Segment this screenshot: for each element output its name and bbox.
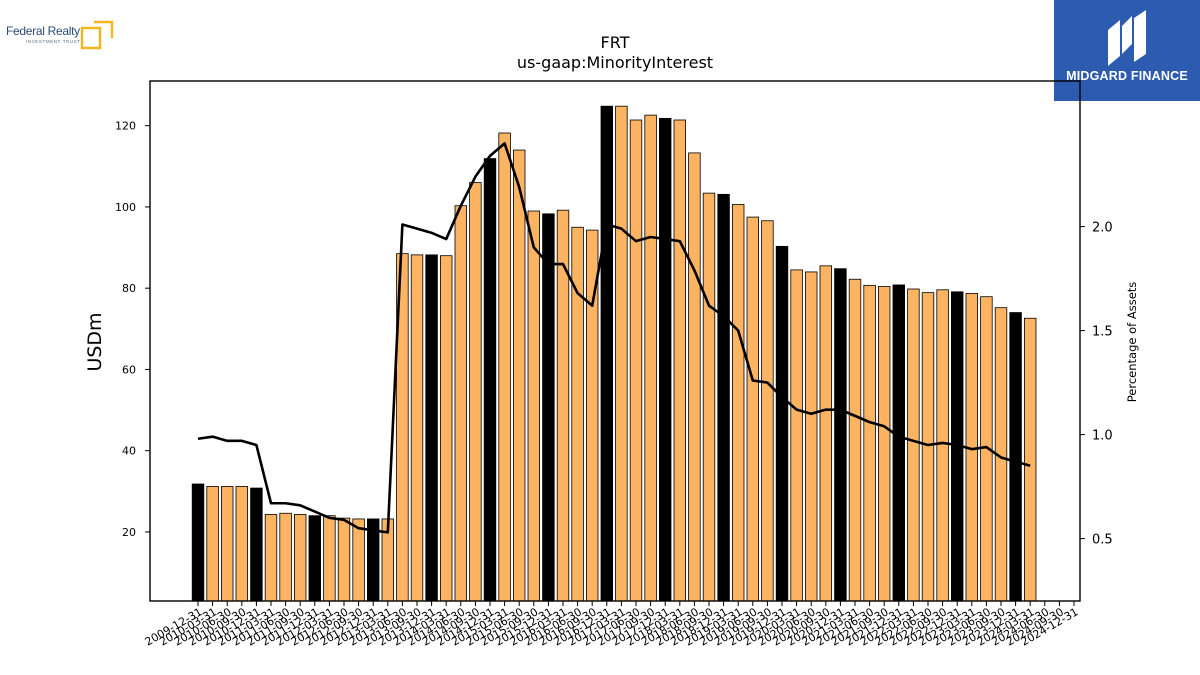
bar-2020-09-30: [819, 265, 833, 602]
bar-2021-03-31: [848, 278, 862, 602]
bar-2014-12-31: [483, 158, 497, 602]
y-tick-label: 100: [115, 201, 136, 214]
percentage-of-assets-line: [197, 142, 1031, 534]
federal-realty-logo-name: Federal Realty: [6, 24, 80, 38]
bar-2018-12-31: [717, 193, 730, 602]
chart-subtitle: us-gaap:MinorityInterest: [517, 53, 713, 72]
chart-title: FRT: [601, 33, 630, 52]
y2-tick-label: 0.5: [1092, 533, 1113, 548]
bar-2017-03-31: [615, 105, 628, 602]
bar-2010-12-31: [250, 487, 263, 602]
bar-2011-06-30: [279, 512, 292, 602]
bar-2018-03-31: [673, 119, 687, 602]
y-tick-label: 120: [115, 120, 136, 133]
y-tick-label: 60: [122, 363, 136, 376]
bar-2012-03-31: [323, 515, 336, 602]
federal-realty-logo: Federal Realty INVESTMENT TRUST: [4, 16, 116, 52]
y-tick-label: 80: [122, 282, 136, 295]
bar-2015-12-31: [542, 213, 555, 602]
bar-2010-09-30: [235, 486, 249, 602]
bar-2018-06-30: [688, 152, 701, 602]
percentage-line-series: [197, 142, 1031, 534]
bar-2023-12-31: [1009, 312, 1022, 602]
midgard-finance-brand: MIDGARD FINANCE: [1066, 69, 1188, 83]
plot-frame: [149, 80, 1081, 602]
bar-2010-06-30: [220, 486, 234, 602]
bar-2014-03-31: [439, 255, 453, 602]
y2-tick-label: 1.0: [1092, 429, 1113, 444]
bar-2015-03-31: [498, 132, 511, 602]
bar-2020-06-30: [805, 271, 818, 602]
midgard-finance-logo: MIDGARD FINANCE: [1054, 0, 1200, 101]
bar-2022-06-30: [921, 292, 935, 602]
bar-2013-12-31: [425, 254, 438, 602]
bar-2019-12-31: [775, 245, 789, 602]
bar-2010-03-31: [206, 486, 219, 602]
bar-2011-03-31: [264, 514, 278, 602]
bar-2013-09-30: [410, 254, 424, 602]
bar-2019-03-31: [732, 204, 745, 602]
bar-2011-09-30: [293, 514, 307, 602]
y2-tick-label: 1.5: [1092, 325, 1113, 340]
y-tick-label: 20: [122, 526, 136, 539]
chart-axes: 204060801001200.51.01.52.02009-12-312010…: [115, 80, 1113, 649]
bar-2022-09-30: [936, 289, 949, 602]
bar-2019-06-30: [746, 216, 760, 602]
bar-2024-03-31: [1024, 317, 1037, 602]
bar-2021-09-30: [878, 286, 891, 602]
y-axis-label: USDm: [84, 312, 106, 371]
bar-2017-12-31: [659, 117, 672, 602]
bar-series: [191, 105, 1037, 602]
bar-2017-09-30: [644, 114, 657, 602]
bar-2021-06-30: [863, 284, 876, 602]
y2-axis-label: Percentage of Assets: [1125, 282, 1139, 403]
bar-2019-09-30: [761, 220, 774, 602]
bar-2020-03-31: [790, 269, 803, 602]
bar-2016-12-31: [600, 105, 614, 602]
bar-2017-06-30: [629, 119, 643, 602]
bar-2015-09-30: [527, 210, 541, 602]
bar-2018-09-30: [702, 192, 716, 602]
y2-tick-label: 2.0: [1092, 221, 1113, 236]
bar-2012-06-30: [337, 517, 351, 602]
bar-2011-12-31: [308, 515, 322, 602]
y-tick-label: 40: [122, 445, 136, 458]
bar-2022-03-31: [907, 288, 920, 602]
bar-2021-12-31: [892, 284, 906, 602]
bar-2015-06-30: [513, 149, 526, 602]
bar-2014-09-30: [469, 182, 482, 602]
midgard-finance-mark-icon: [1108, 10, 1146, 66]
federal-realty-logo-subtitle: INVESTMENT TRUST: [26, 39, 81, 44]
bar-2014-06-30: [454, 205, 468, 602]
bar-2016-03-31: [556, 209, 570, 602]
bar-2009-12-31: [191, 483, 205, 602]
federal-realty-mark-icon: [80, 20, 114, 50]
bar-2020-12-31: [834, 268, 847, 602]
bar-2012-09-30: [352, 518, 365, 602]
